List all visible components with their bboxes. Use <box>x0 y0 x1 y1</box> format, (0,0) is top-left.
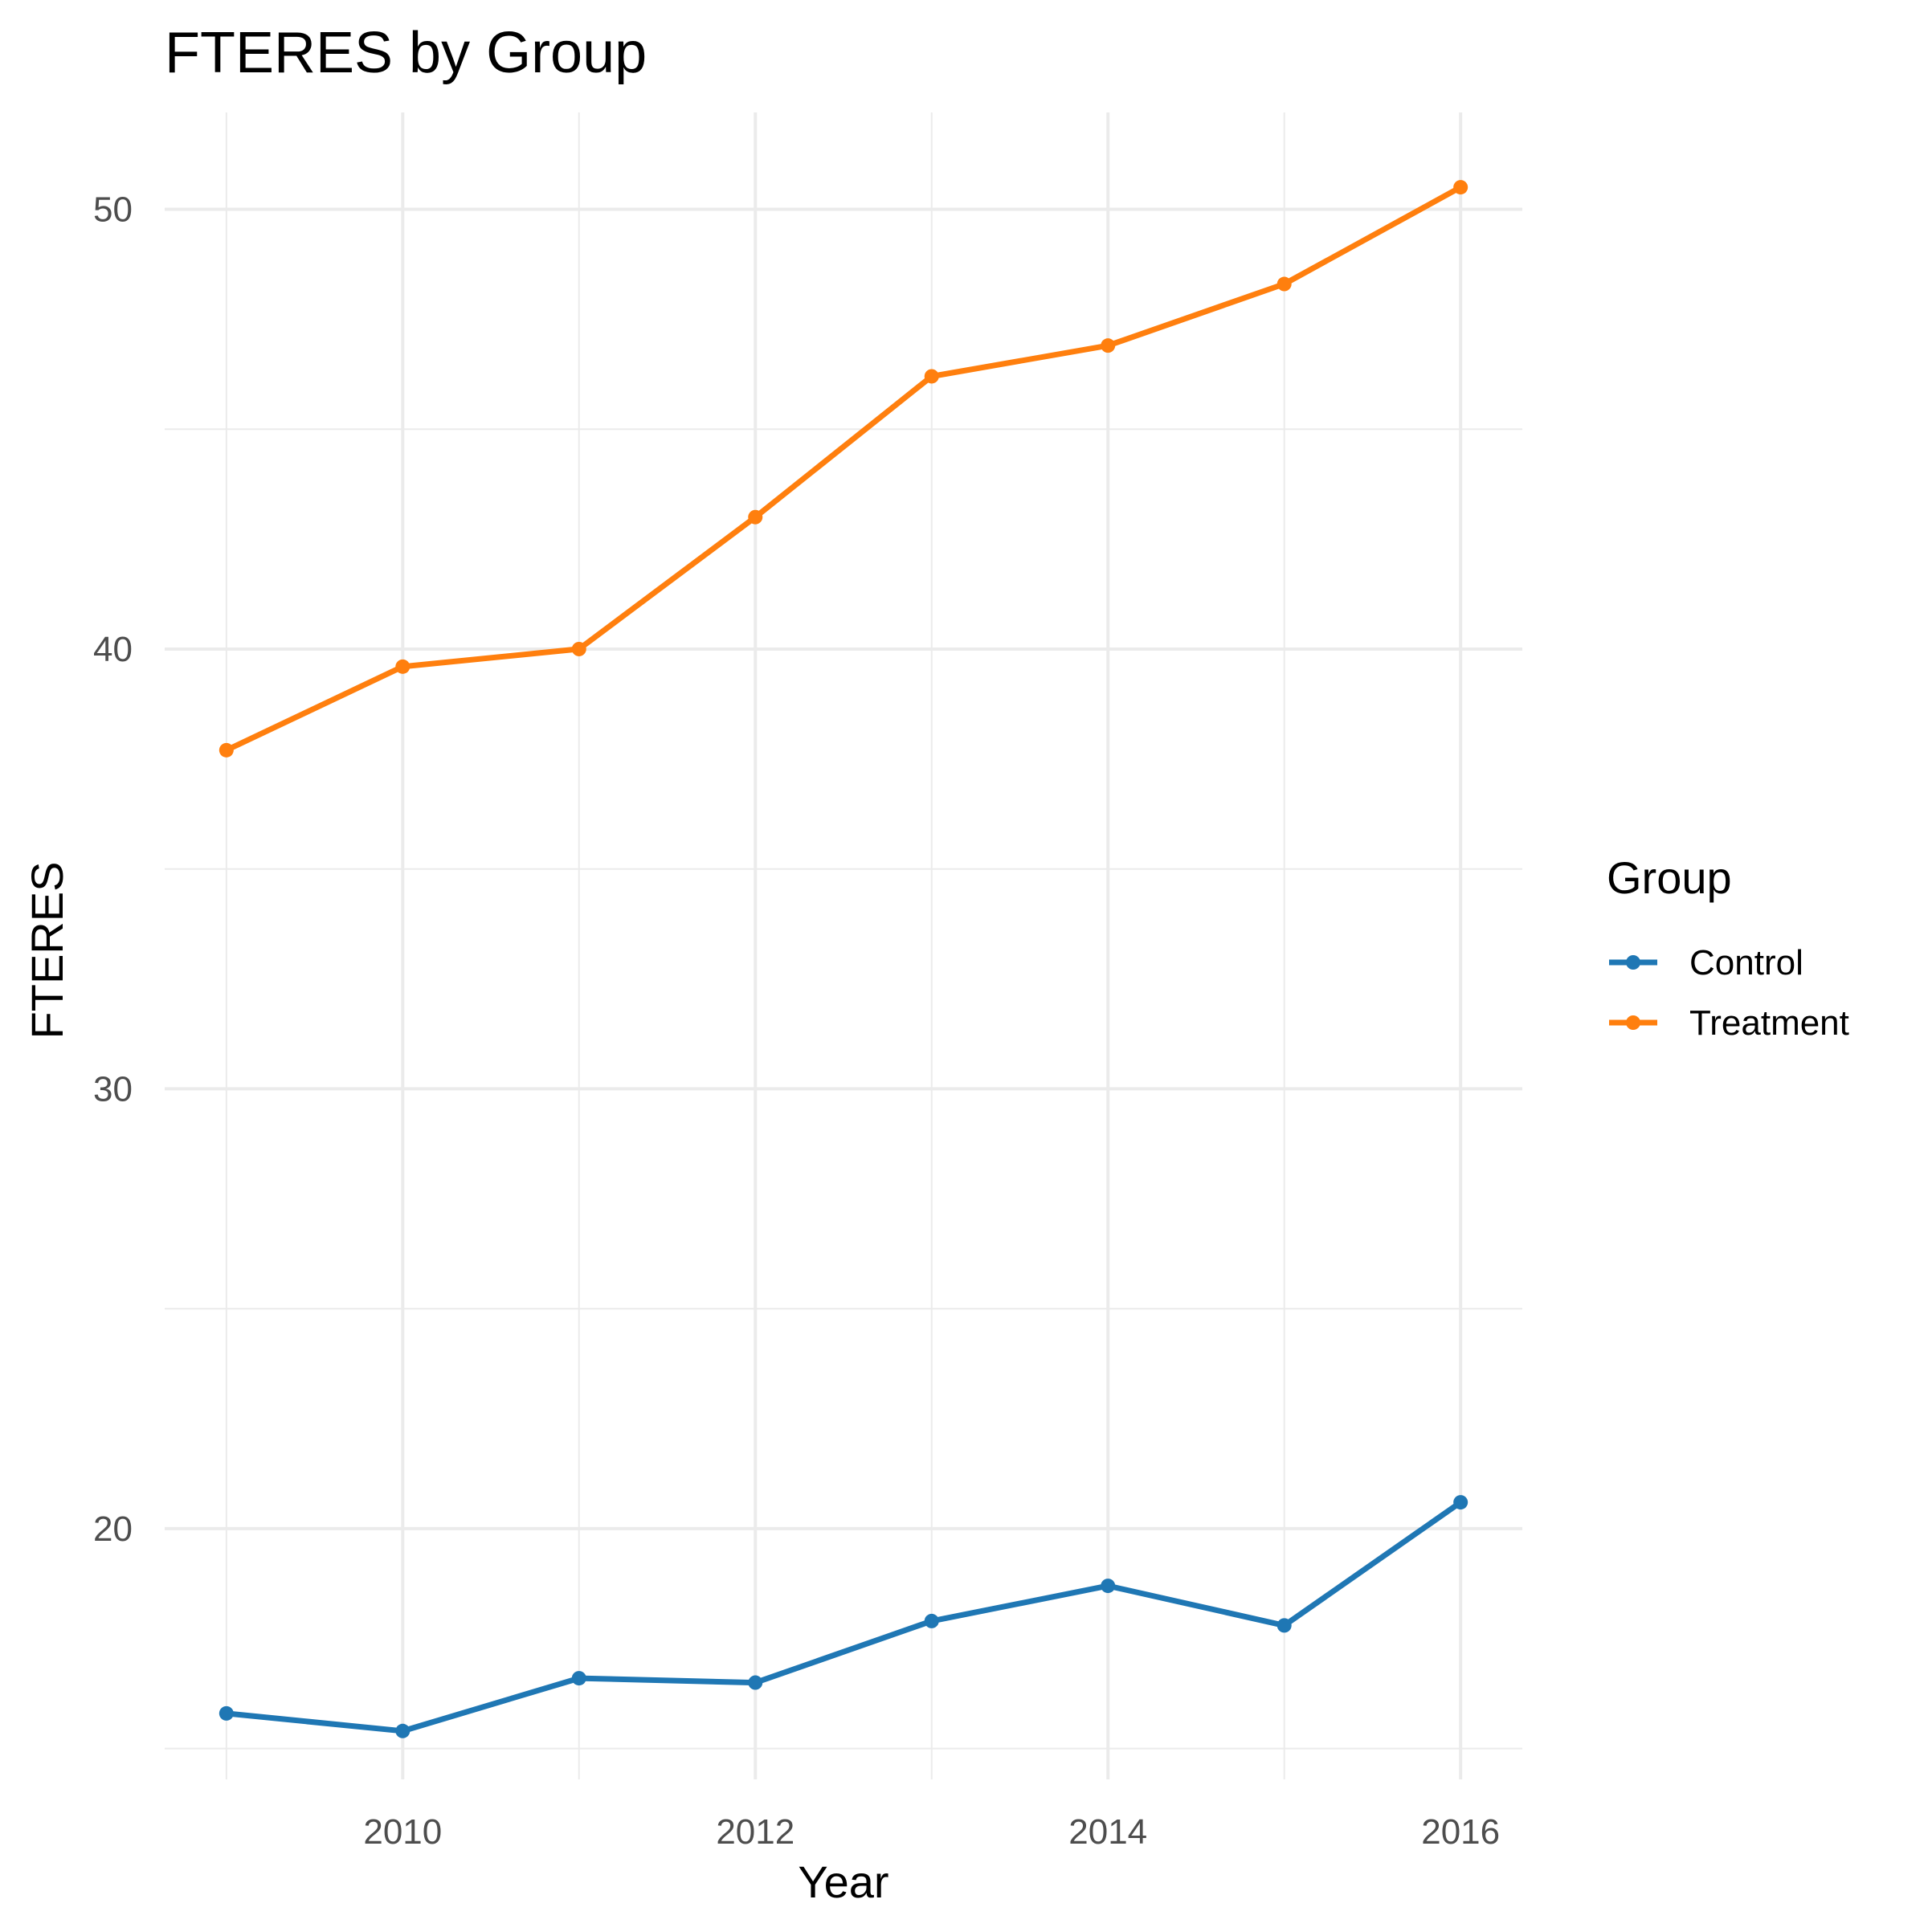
chart-title: FTERES by Group <box>165 21 647 85</box>
y-tick-label: 50 <box>93 190 133 229</box>
series-line-control <box>223 1499 1464 1734</box>
y-axis-label: FTERES <box>22 862 72 1040</box>
y-tick-label: 20 <box>93 1509 133 1549</box>
data-point-treatment <box>219 742 234 758</box>
data-point-treatment <box>1276 276 1292 292</box>
y-tick-label: 40 <box>93 630 133 669</box>
legend: Group Control Treatment <box>1607 852 1849 1043</box>
legend-key-point-treatment <box>1626 1015 1640 1030</box>
data-point-treatment <box>571 641 586 656</box>
data-point-control <box>219 1705 234 1721</box>
series-line-treatment <box>223 184 1464 754</box>
x-tick-label: 2016 <box>1421 1812 1500 1852</box>
grid-minor <box>165 112 1522 1779</box>
series-points <box>219 180 1468 1738</box>
legend-label-control: Control <box>1689 943 1803 982</box>
data-point-control <box>1276 1618 1292 1633</box>
x-axis-tick-labels: 2010 2012 2014 2016 <box>363 1812 1500 1852</box>
data-point-control <box>924 1613 939 1628</box>
data-point-treatment <box>924 369 939 384</box>
legend-title: Group <box>1607 852 1732 903</box>
y-axis-tick-labels: 20 30 40 50 <box>93 190 133 1548</box>
x-tick-label: 2014 <box>1068 1812 1147 1852</box>
x-axis-label: Year <box>798 1856 888 1907</box>
x-tick-label: 2010 <box>363 1812 442 1852</box>
legend-items: Control Treatment <box>1609 943 1849 1043</box>
data-point-control <box>395 1723 411 1738</box>
data-point-treatment <box>395 659 411 674</box>
data-point-control <box>748 1675 763 1690</box>
series-lines <box>223 184 1464 1734</box>
data-point-treatment <box>748 509 763 525</box>
data-point-control <box>1453 1495 1468 1510</box>
y-tick-label: 30 <box>93 1069 133 1109</box>
x-tick-label: 2012 <box>716 1812 794 1852</box>
data-point-treatment <box>1101 338 1116 353</box>
data-point-control <box>1101 1579 1116 1594</box>
data-point-control <box>571 1671 586 1686</box>
data-point-treatment <box>1453 180 1468 195</box>
legend-label-treatment: Treatment <box>1689 1003 1849 1043</box>
legend-key-point-control <box>1626 955 1640 970</box>
grid-major <box>165 112 1522 1779</box>
